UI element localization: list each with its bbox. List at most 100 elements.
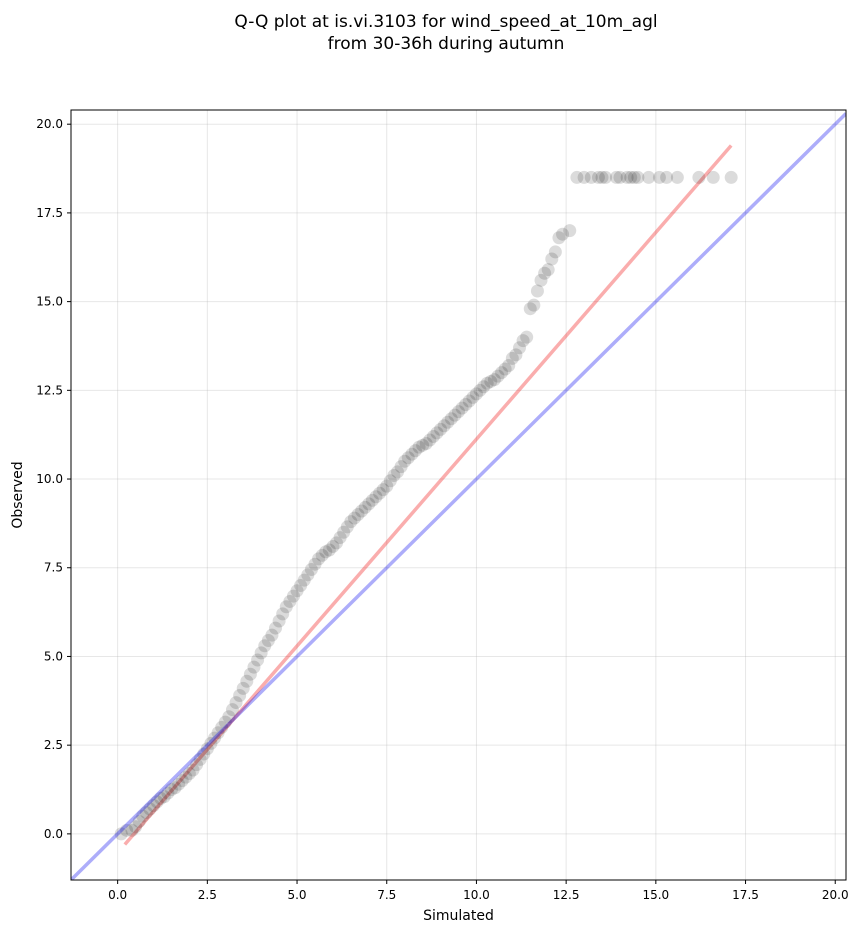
data-point-21 [193, 752, 207, 766]
data-point-119 [545, 252, 559, 266]
data-point-34 [240, 674, 254, 688]
data-point-5 [136, 809, 150, 823]
data-point-129 [599, 170, 613, 184]
data-point-66 [355, 504, 369, 518]
x-tick-label-7: 17.5 [732, 888, 759, 902]
x-tick-label-4: 10.0 [463, 888, 490, 902]
y-axis-label: Observed [10, 461, 26, 528]
data-point-133 [624, 170, 638, 184]
data-point-137 [652, 170, 666, 184]
data-point-17 [179, 770, 193, 784]
data-point-106 [498, 362, 512, 376]
y-tick-label-4: 10.0 [36, 472, 63, 486]
data-point-105 [495, 366, 509, 380]
data-point-19 [186, 763, 200, 777]
data-point-16 [175, 774, 189, 788]
data-point-20 [190, 758, 204, 772]
data-point-73 [380, 479, 394, 493]
data-point-55 [315, 548, 329, 562]
data-point-112 [520, 330, 534, 344]
data-point-53 [308, 557, 322, 571]
data-point-82 [412, 440, 426, 454]
data-point-125 [577, 170, 591, 184]
data-point-134 [627, 170, 641, 184]
data-point-120 [548, 245, 562, 259]
data-point-71 [373, 486, 387, 500]
data-point-84 [419, 437, 433, 451]
data-point-127 [591, 170, 605, 184]
data-point-93 [452, 405, 465, 419]
data-point-135 [631, 170, 645, 184]
data-point-32 [233, 688, 247, 702]
data-point-142 [724, 170, 738, 184]
data-point-126 [584, 170, 598, 184]
data-point-102 [484, 374, 498, 388]
data-point-3 [129, 820, 143, 834]
data-point-0 [114, 827, 128, 841]
x-tick-label-1: 2.5 [198, 888, 217, 902]
data-point-25 [208, 731, 222, 745]
data-point-58 [326, 539, 340, 553]
fit-line [123, 144, 733, 846]
chart-title-line-2: from 30-36h during autumn [328, 34, 565, 54]
data-point-94 [455, 401, 469, 415]
data-point-99 [473, 383, 487, 397]
data-point-24 [204, 736, 218, 750]
data-point-117 [538, 266, 552, 280]
x-tick-label-2: 5.0 [287, 888, 306, 902]
data-point-113 [523, 302, 537, 316]
data-point-4 [132, 814, 146, 828]
data-point-45 [279, 600, 293, 614]
data-point-41 [265, 628, 279, 642]
x-tick-label-6: 15.0 [642, 888, 669, 902]
data-point-97 [466, 390, 480, 404]
y-tick-label-5: 12.5 [36, 383, 63, 397]
data-point-47 [286, 589, 300, 603]
data-point-77 [394, 460, 408, 474]
x-tick-label-0: 0.0 [108, 888, 127, 902]
data-point-57 [322, 543, 336, 557]
data-point-65 [351, 508, 365, 522]
data-point-80 [405, 447, 419, 461]
data-point-2 [125, 823, 139, 837]
data-point-23 [200, 742, 214, 756]
data-point-51 [301, 568, 315, 582]
data-point-35 [243, 667, 257, 681]
data-point-29 [222, 710, 236, 724]
data-point-123 [563, 224, 577, 238]
grid-lines [71, 110, 846, 880]
data-point-81 [408, 444, 422, 458]
data-point-28 [218, 715, 232, 729]
data-point-104 [491, 369, 505, 383]
data-point-27 [215, 720, 229, 734]
chart-title-line-1: Q-Q plot at is.vi.3103 for wind_speed_at… [234, 12, 657, 32]
data-point-46 [283, 594, 297, 608]
data-point-87 [430, 426, 444, 440]
data-point-132 [620, 170, 634, 184]
y-tick-label-7: 17.5 [36, 206, 63, 220]
data-point-64 [347, 511, 361, 525]
data-point-139 [670, 170, 684, 184]
y-tick-label-8: 20.0 [36, 117, 63, 131]
data-point-37 [251, 653, 265, 667]
data-point-68 [362, 497, 376, 511]
data-point-79 [401, 451, 415, 465]
fit-line-layer [123, 144, 733, 846]
x-tick-label-8: 20.0 [822, 888, 849, 902]
data-point-122 [556, 227, 570, 241]
data-point-128 [595, 170, 609, 184]
data-point-6 [139, 806, 153, 820]
data-point-61 [337, 525, 351, 539]
y-tick-label-2: 5.0 [44, 649, 63, 663]
data-point-83 [416, 438, 430, 452]
data-point-9 [150, 795, 164, 809]
reference-line [71, 112, 846, 880]
data-point-43 [272, 614, 286, 628]
data-point-115 [530, 284, 544, 298]
data-point-52 [304, 563, 318, 577]
data-point-114 [527, 298, 541, 312]
x-axis-label: Simulated [423, 908, 494, 924]
data-point-141 [706, 170, 720, 184]
data-points [114, 170, 738, 841]
